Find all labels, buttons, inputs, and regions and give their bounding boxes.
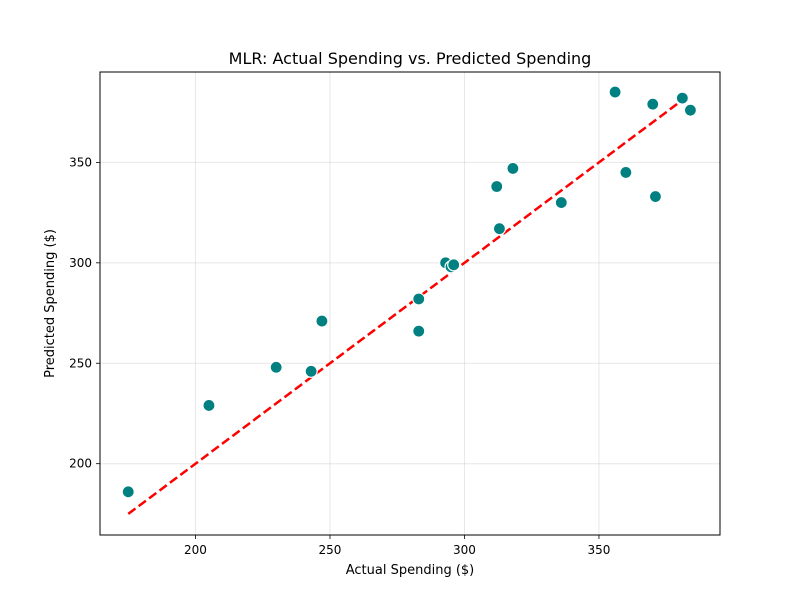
- y-tick-label: 350: [69, 155, 92, 169]
- x-tick-label: 350: [588, 543, 611, 557]
- data-point-3: [304, 364, 318, 378]
- y-tick-label: 300: [69, 256, 92, 270]
- x-tick-300: 300: [453, 535, 476, 557]
- data-point-2: [269, 360, 283, 374]
- data-point-14: [608, 85, 622, 99]
- data-point-11: [492, 222, 507, 236]
- data-point-18: [675, 91, 689, 105]
- data-point-16: [646, 97, 660, 111]
- y-tick-300: 300: [69, 256, 100, 270]
- data-point-6: [412, 292, 426, 306]
- y-tick-label: 250: [69, 356, 92, 370]
- y-tick-350: 350: [69, 155, 100, 169]
- x-tick-label: 300: [453, 543, 476, 557]
- x-tick-250: 250: [319, 535, 342, 557]
- data-point-0: [121, 485, 135, 499]
- x-tick-200: 200: [184, 535, 207, 557]
- y-tick-label: 200: [69, 457, 92, 471]
- data-point-13: [554, 195, 568, 210]
- data-point-10: [490, 179, 504, 194]
- data-point-9: [447, 258, 461, 272]
- y-tick-200: 200: [69, 457, 100, 471]
- data-point-15: [619, 165, 633, 180]
- data-point-19: [683, 103, 698, 117]
- data-point-1: [202, 398, 216, 413]
- y-axis-label: Predicted Spending ($): [43, 229, 58, 378]
- plot-frame: [99, 71, 721, 536]
- y-axis-ticks: 200 250 300 350: [69, 155, 100, 471]
- x-tick-label: 250: [319, 543, 342, 557]
- x-tick-label: 200: [184, 543, 207, 557]
- data-point-5: [412, 324, 426, 338]
- x-axis-ticks: 200 250 300 350: [184, 535, 610, 557]
- data-point-12: [506, 161, 520, 176]
- data-point-17: [648, 189, 663, 204]
- chart-title: MLR: Actual Spending vs. Predicted Spend…: [229, 49, 592, 68]
- data-point-4: [315, 314, 329, 328]
- x-axis-label: Actual Spending ($): [346, 563, 475, 578]
- points-group: [121, 85, 698, 499]
- grid: [100, 72, 720, 535]
- y-tick-250: 250: [69, 356, 100, 370]
- x-tick-350: 350: [588, 535, 611, 557]
